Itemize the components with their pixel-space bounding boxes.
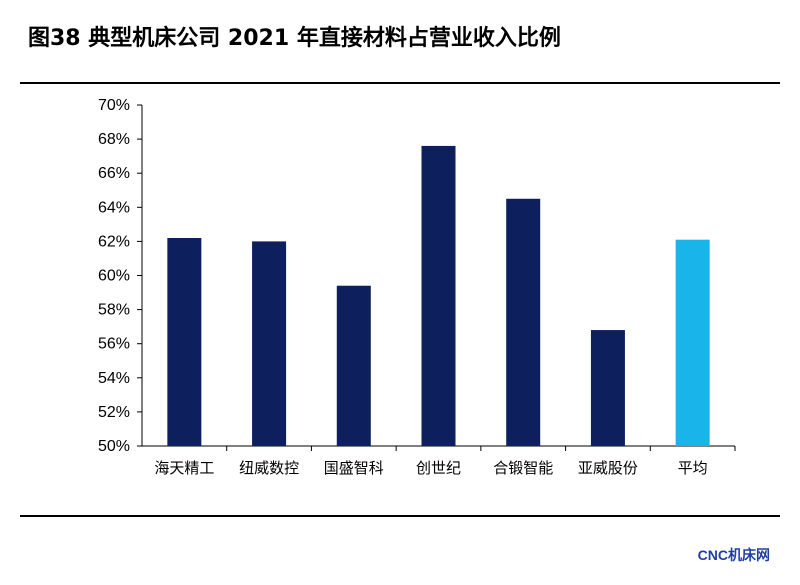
chart-title: 图38 典型机床公司 2021 年直接材料占营业收入比例 bbox=[28, 26, 561, 51]
x-category-label: 平均 bbox=[678, 459, 708, 477]
bar-7 bbox=[675, 239, 710, 446]
y-tick-label: 68% bbox=[98, 131, 130, 148]
bar-6 bbox=[590, 330, 625, 446]
y-tick-label: 52% bbox=[98, 404, 130, 421]
y-tick-label: 56% bbox=[98, 336, 130, 353]
y-tick-label: 50% bbox=[98, 438, 130, 455]
y-tick-label: 54% bbox=[98, 370, 130, 387]
bar-1 bbox=[167, 237, 202, 446]
watermark: CNC机床网 bbox=[697, 547, 770, 563]
top-divider bbox=[20, 82, 780, 84]
y-tick-label: 62% bbox=[98, 233, 130, 250]
bars bbox=[167, 145, 710, 447]
bottom-divider bbox=[20, 515, 780, 517]
y-axis: 50% 52% 54% 56% 58% 60% 62% 64% 66% 68% 70% bbox=[98, 97, 143, 455]
y-tick-label: 66% bbox=[98, 165, 130, 182]
x-category-label: 海天精工 bbox=[154, 459, 214, 477]
bar-3 bbox=[336, 285, 371, 446]
y-tick-label: 64% bbox=[98, 199, 130, 216]
x-category-label: 国盛智科 bbox=[324, 459, 384, 477]
x-category-label: 创世纪 bbox=[416, 459, 461, 477]
x-axis: 海天精工 纽威数控 国盛智科 创世纪 合锻智能 亚威股份 平均 bbox=[142, 445, 736, 477]
y-tick-label: 70% bbox=[98, 97, 130, 114]
bar-4 bbox=[421, 145, 456, 447]
x-category-label: 亚威股份 bbox=[578, 459, 638, 477]
y-tick-label: 60% bbox=[98, 268, 130, 285]
x-category-label: 纽威数控 bbox=[239, 459, 299, 477]
bar-2 bbox=[252, 241, 287, 446]
y-tick-label: 58% bbox=[98, 302, 130, 319]
bar-5 bbox=[506, 198, 541, 446]
x-category-label: 合锻智能 bbox=[493, 459, 553, 477]
